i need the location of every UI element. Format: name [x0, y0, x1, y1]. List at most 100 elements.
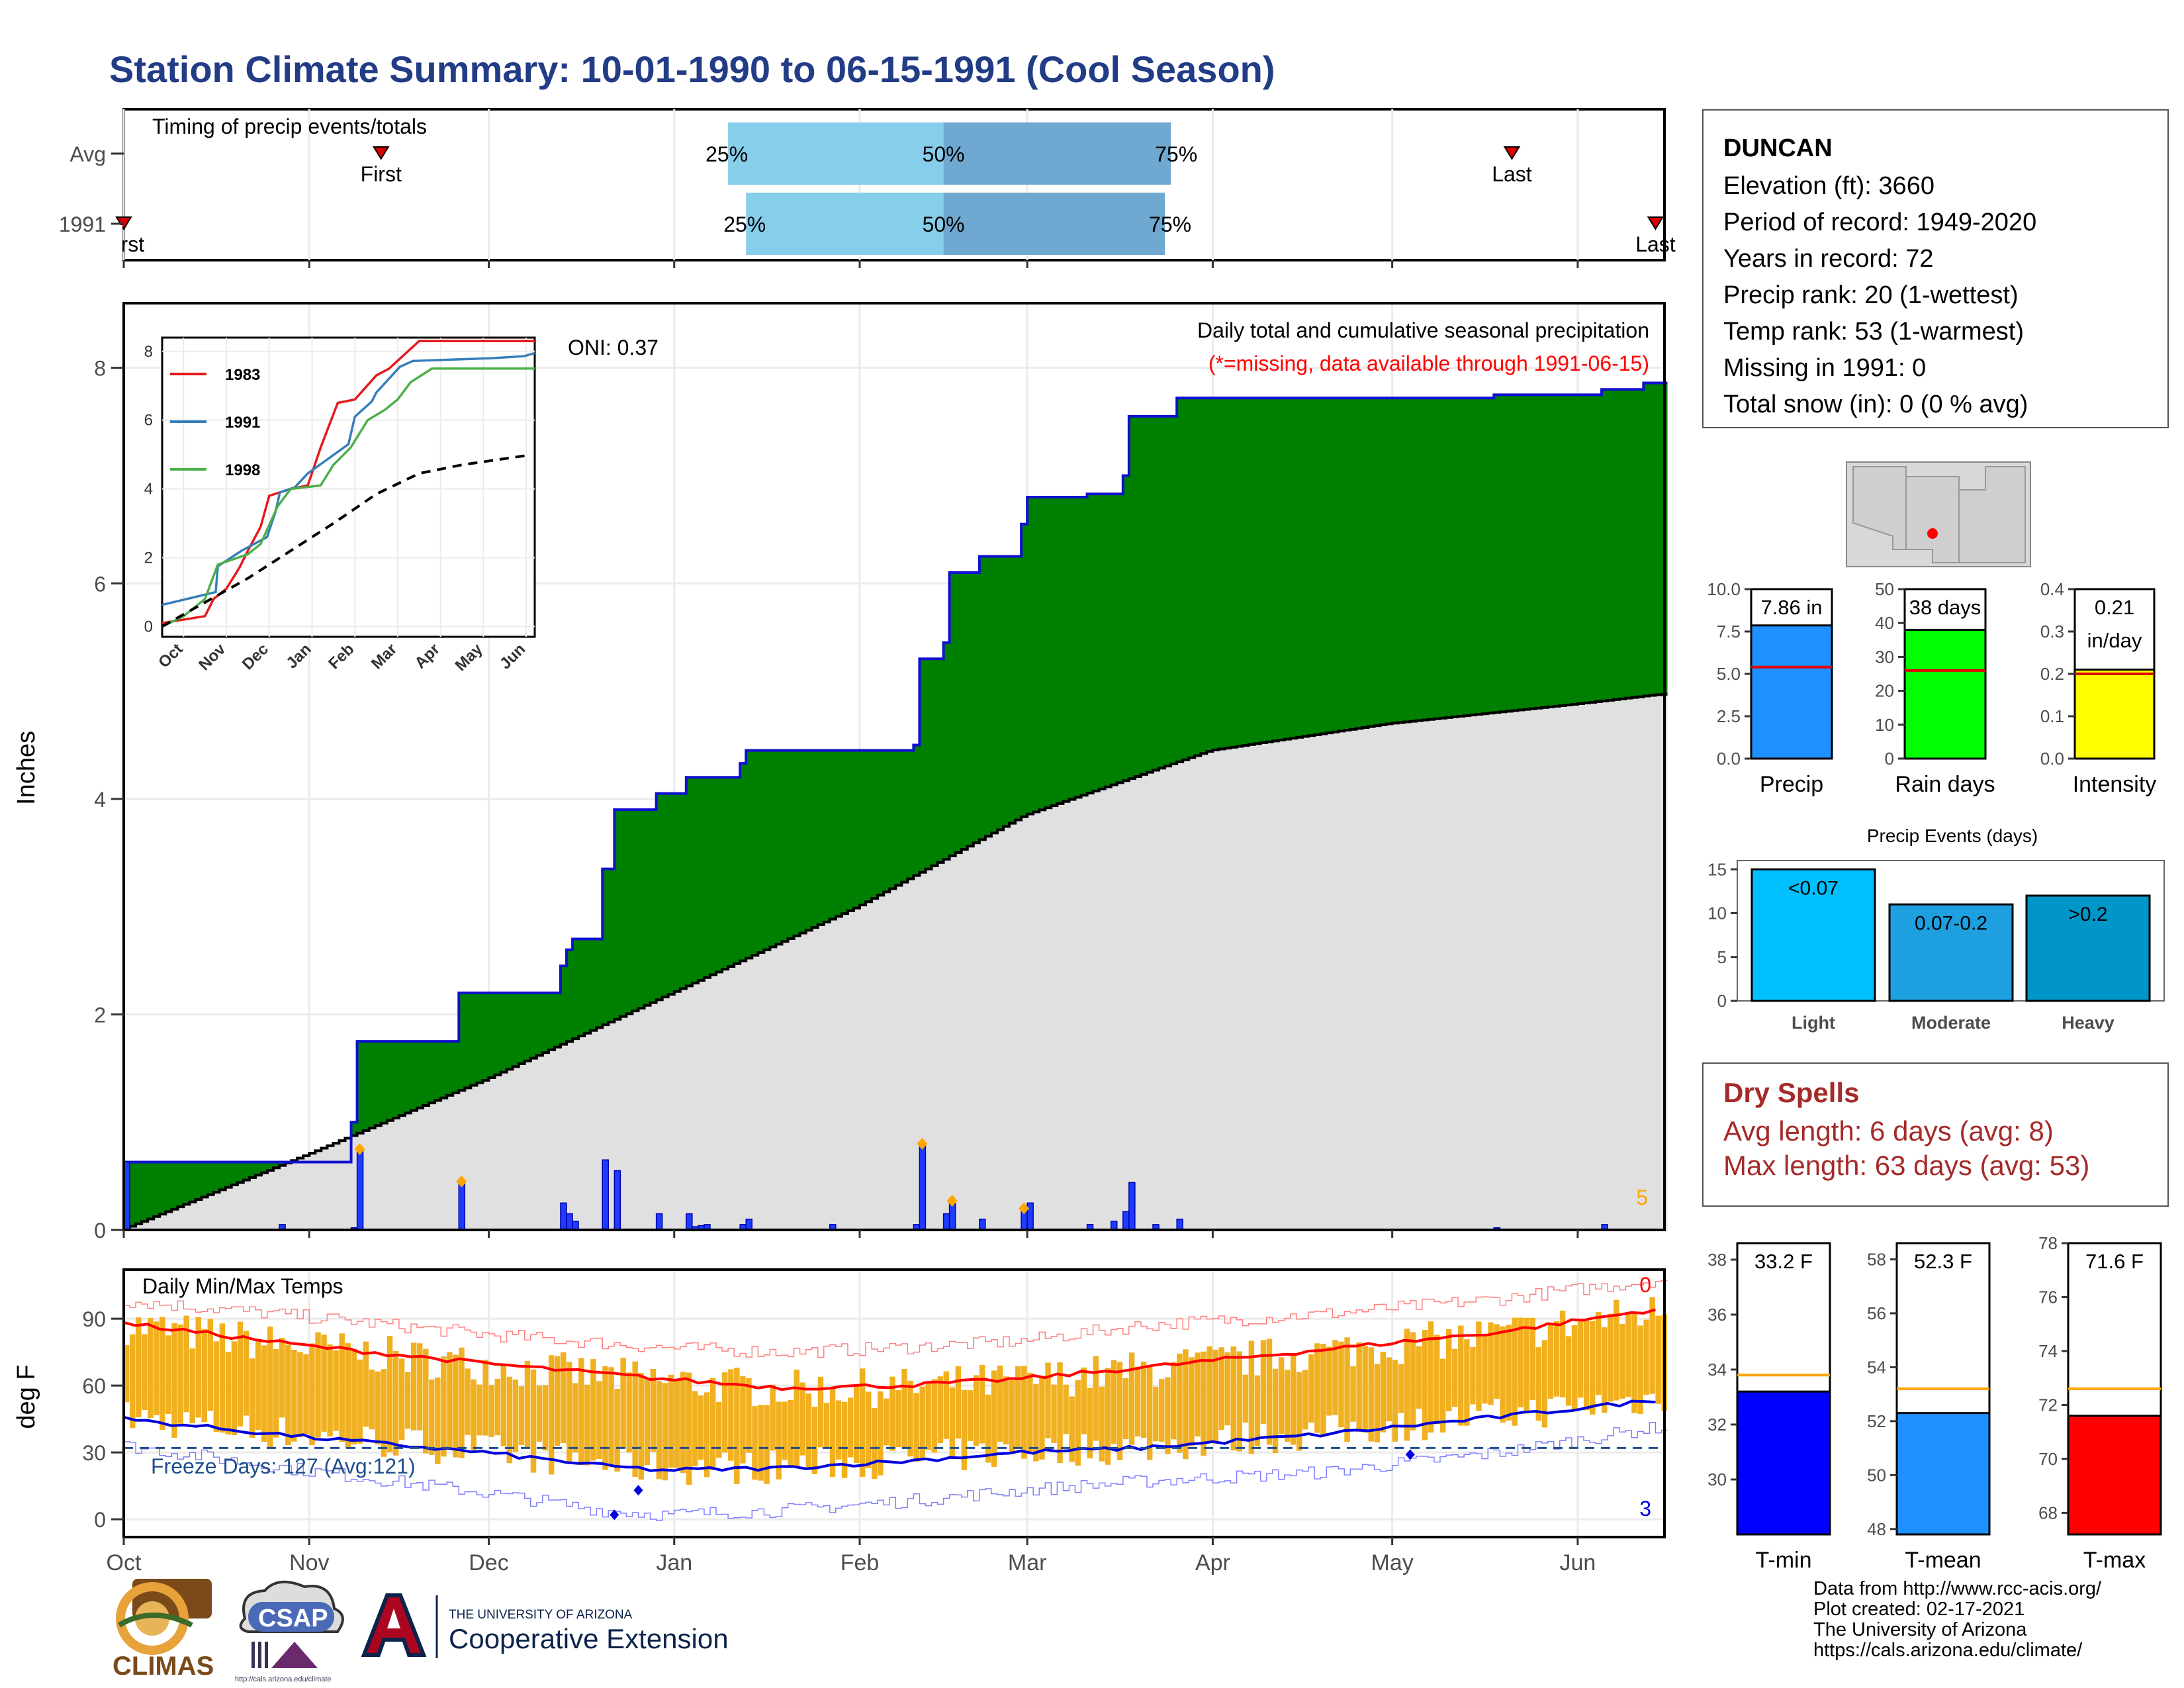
events-bar-light: [1751, 868, 1876, 1002]
daily-temp-bar: [758, 1405, 764, 1481]
x-tick-label: Jan: [656, 1550, 692, 1575]
heavy-event-marker: [1019, 1202, 1030, 1215]
summary-y-tick: 76: [2038, 1287, 2058, 1307]
daily-temp-bar: [668, 1374, 674, 1468]
summary-y-tick: 5.0: [1717, 664, 1741, 684]
daily-temp-bar: [1027, 1372, 1033, 1453]
y-tick-label: 60: [82, 1374, 106, 1398]
summary-category-label: T-max: [2083, 1548, 2146, 1573]
summary-bar-intensity: [2073, 669, 2156, 760]
precip-subtitle: (*=missing, data available through 1991-…: [1208, 352, 1649, 375]
daily-temp-bar: [1134, 1366, 1141, 1437]
precip-right-note: 5: [1636, 1186, 1648, 1209]
daily-temp-bar: [799, 1382, 806, 1456]
daily-temp-bar: [1087, 1387, 1093, 1459]
daily-temp-bar: [1433, 1335, 1440, 1425]
daily-temp-bar: [1063, 1384, 1069, 1434]
heavy-event-marker: [946, 1195, 958, 1207]
daily-temp-bar: [1212, 1349, 1218, 1444]
daily-temp-bar: [530, 1369, 537, 1473]
summary-bar-rain days: [1903, 628, 1987, 760]
daily-temp-bar: [249, 1358, 255, 1438]
daily-temp-bar: [782, 1401, 788, 1460]
station-map: [1846, 461, 2031, 567]
daily-temp-bar: [1314, 1343, 1320, 1433]
dry-spells-box: Dry Spells Avg length: 6 days (avg: 8) M…: [1702, 1062, 2169, 1207]
x-tick-label: May: [1371, 1550, 1414, 1575]
events-y-tick: 5: [1717, 947, 1727, 967]
daily-temp-bar: [872, 1407, 878, 1479]
daily-temp-bar: [435, 1377, 441, 1464]
daily-temp-bar: [494, 1378, 500, 1436]
daily-temp-bar: [1009, 1380, 1015, 1454]
daily-temp-bar: [788, 1399, 794, 1468]
summary-bar-precip: [1750, 624, 1833, 760]
daily-temp-bar: [536, 1385, 543, 1442]
heavy-event-marker: [354, 1143, 365, 1155]
daily-temp-bar: [1302, 1370, 1308, 1430]
daily-temp-bar: [1500, 1326, 1506, 1423]
daily-temp-bar: [884, 1398, 889, 1446]
daily-temp-bar: [698, 1395, 704, 1460]
daily-temp-bar: [1308, 1354, 1314, 1423]
daily-temp-bar: [866, 1391, 872, 1468]
daily-temp-bar: [1248, 1340, 1255, 1454]
daily-temp-bar: [1140, 1361, 1147, 1438]
daily-temp-bar: [1183, 1349, 1189, 1460]
daily-temp-bar: [764, 1405, 770, 1484]
summary-y-tick: 74: [2038, 1341, 2058, 1361]
daily-temp-bar: [1146, 1365, 1153, 1460]
daily-precip-bar: [942, 1213, 950, 1231]
footer-credits: Data from http://www.rcc-acis.org/ Plot …: [1813, 1579, 2101, 1661]
daily-temp-bar: [716, 1401, 722, 1458]
daily-temp-bar: [441, 1356, 447, 1457]
daily-temp-bar: [1452, 1348, 1458, 1407]
daily-temp-bar: [189, 1348, 195, 1424]
daily-temp-bar: [1547, 1324, 1554, 1399]
summary-y-tick: 10: [1875, 715, 1894, 735]
daily-precip-bar: [979, 1218, 986, 1231]
daily-temp-bar: [590, 1359, 596, 1461]
dry-spells-avg: Avg length: 6 days (avg: 8): [1723, 1115, 2054, 1147]
daily-temp-bar: [554, 1356, 561, 1446]
temps-title: Daily Min/Max Temps: [142, 1274, 343, 1298]
daily-temp-bar: [1476, 1321, 1482, 1411]
daily-temp-bar: [518, 1386, 525, 1445]
daily-temp-bar: [584, 1384, 590, 1466]
station-info-box: DUNCAN Elevation (ft): 3660 Period of re…: [1702, 109, 2169, 428]
daily-temp-bar: [1344, 1337, 1350, 1442]
summary-value-label: in/day: [2087, 629, 2142, 652]
x-tick-label: Apr: [1195, 1550, 1230, 1575]
daily-temp-bar: [602, 1366, 608, 1470]
ua-name: THE UNIVERSITY OF ARIZONA: [449, 1608, 633, 1622]
quantile-label: 25%: [723, 212, 766, 236]
footer-url: https://cals.arizona.edu/climate/: [1813, 1640, 2083, 1661]
daily-precip-bar: [655, 1213, 663, 1231]
daily-temp-bar: [1326, 1346, 1332, 1416]
y-tick-label: 6: [94, 572, 106, 596]
temps-top-note: 0: [1639, 1273, 1651, 1297]
daily-precip-bar: [1026, 1202, 1034, 1231]
daily-temp-bar: [620, 1358, 626, 1448]
daily-temp-bar: [1494, 1324, 1500, 1399]
summary-y-tick: 68: [2038, 1503, 2058, 1523]
daily-temp-bar: [142, 1334, 148, 1410]
daily-temp-bar: [1625, 1313, 1631, 1397]
daily-temp-bar: [1374, 1364, 1380, 1443]
daily-temp-bar: [1230, 1346, 1236, 1451]
summary-y-tick: 70: [2038, 1449, 2058, 1469]
daily-temp-bar: [1404, 1329, 1410, 1441]
daily-temp-bar: [1529, 1317, 1536, 1400]
daily-temp-bar: [1242, 1374, 1249, 1423]
station-elevation: Elevation (ft): 3660: [1723, 172, 1934, 200]
summary-y-tick: 54: [1867, 1357, 1886, 1377]
daily-temp-bar: [201, 1329, 207, 1423]
quartile-bar-50-75: [943, 193, 1165, 255]
summary-y-tick: 20: [1875, 681, 1894, 701]
daily-temp-bar: [524, 1360, 531, 1448]
daily-temp-bar: [477, 1384, 482, 1436]
daily-temp-bar: [1614, 1299, 1619, 1401]
summary-y-tick: 30: [1875, 647, 1894, 667]
daily-temp-bar: [357, 1359, 363, 1444]
daily-temp-bar: [165, 1335, 171, 1414]
